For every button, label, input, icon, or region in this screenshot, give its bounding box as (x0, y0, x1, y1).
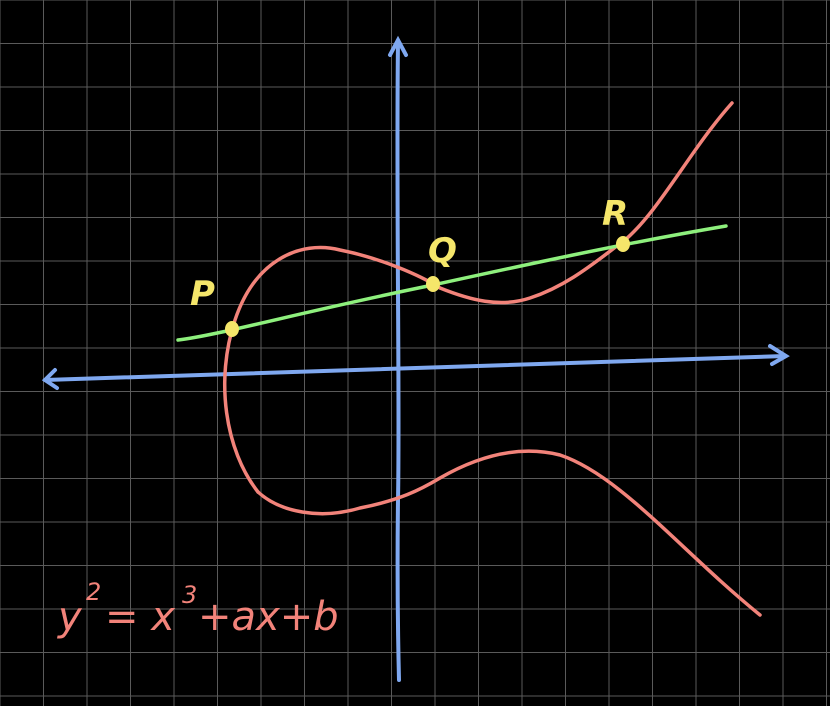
equation-x: = x (105, 594, 175, 640)
y-axis (395, 40, 401, 682)
label-q: Q (428, 231, 457, 271)
y-axis-arrow-icon (388, 35, 408, 57)
point-r (616, 236, 630, 252)
label-p: P (190, 274, 215, 314)
equation: y 2 = x 3 +ax+b (57, 578, 339, 640)
curve-lower (256, 449, 762, 617)
x-axis (43, 354, 787, 382)
label-r: R (602, 194, 628, 234)
equation-tail: +ax+b (198, 594, 339, 640)
x-axis-right-arrow-icon (768, 344, 790, 366)
equation-exp2: 3 (182, 581, 197, 609)
point-p (225, 321, 239, 337)
x-axis-left-arrow-icon (41, 368, 59, 390)
point-q (426, 276, 440, 292)
equation-y: y (57, 594, 83, 640)
equation-exp: 2 (86, 578, 101, 606)
